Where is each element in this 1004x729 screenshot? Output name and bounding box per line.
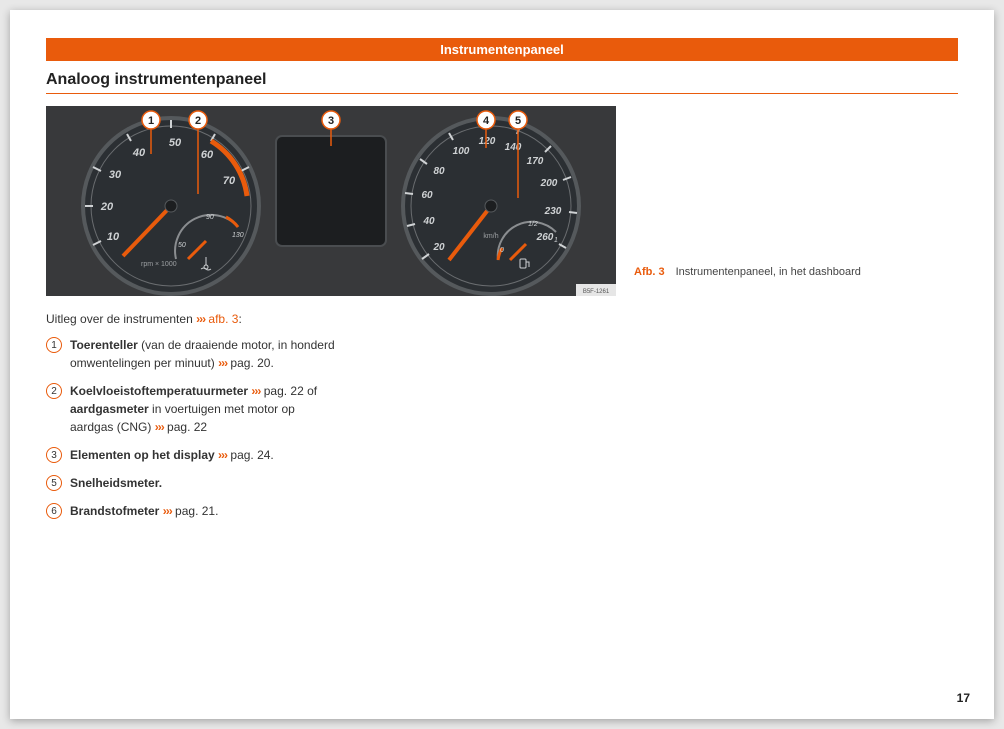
svg-text:70: 70 [223, 175, 236, 187]
figure-label: Afb. 3 [634, 266, 665, 278]
svg-text:20: 20 [100, 201, 114, 213]
page-number: 17 [957, 691, 970, 705]
svg-text:1: 1 [148, 115, 154, 127]
list-item: 5 Snelheidsmeter. [46, 474, 336, 492]
svg-text:4: 4 [483, 115, 490, 127]
svg-text:90: 90 [206, 214, 214, 221]
item-number-icon: 3 [46, 447, 62, 463]
section-title: Analoog instrumentenpaneel [46, 71, 958, 94]
figure-caption: Afb. 3 Instrumentenpaneel, in het dashbo… [616, 106, 958, 296]
svg-text:80: 80 [433, 166, 445, 177]
svg-text:260: 260 [536, 232, 554, 243]
svg-text:0: 0 [500, 247, 504, 254]
item-number-icon: 2 [46, 383, 62, 399]
svg-text:1/2: 1/2 [528, 221, 538, 228]
figure-code: B5F-1261 [583, 289, 610, 295]
svg-text:60: 60 [201, 149, 214, 161]
list-item: 1 Toerenteller (van de draaiende motor, … [46, 336, 336, 372]
svg-text:1: 1 [554, 237, 558, 244]
figure-row: 10 20 30 40 50 60 70 rpm × 1000 50 90 [46, 106, 958, 296]
manual-page: Instrumentenpaneel Analoog instrumentenp… [10, 10, 994, 719]
svg-text:40: 40 [422, 216, 435, 227]
svg-text:10: 10 [107, 231, 120, 243]
svg-text:60: 60 [421, 190, 433, 201]
item-number-icon: 6 [46, 503, 62, 519]
svg-text:200: 200 [540, 178, 558, 189]
svg-text:50: 50 [169, 137, 182, 149]
svg-text:170: 170 [527, 156, 544, 167]
svg-text:rpm × 1000: rpm × 1000 [141, 261, 177, 268]
svg-text:2: 2 [195, 115, 201, 127]
svg-text:20: 20 [432, 242, 445, 253]
svg-text:30: 30 [109, 169, 122, 181]
content-column: Uitleg over de instrumenten ››› afb. 3: … [46, 310, 336, 520]
svg-text:3: 3 [328, 115, 334, 127]
svg-text:120: 120 [479, 136, 496, 147]
list-item: 3 Elementen op het display ››› pag. 24. [46, 446, 336, 464]
intro-line: Uitleg over de instrumenten ››› afb. 3: [46, 310, 336, 328]
list-item: 6 Brandstofmeter ››› pag. 21. [46, 502, 336, 520]
item-number-icon: 5 [46, 475, 62, 491]
svg-text:230: 230 [544, 206, 562, 217]
item-number-icon: 1 [46, 337, 62, 353]
svg-text:5: 5 [515, 115, 521, 127]
svg-text:100: 100 [453, 146, 470, 157]
list-item: 2 Koelvloeistoftemperatuurmeter ››› pag.… [46, 382, 336, 436]
chapter-header: Instrumentenpaneel [46, 38, 958, 61]
figure-caption-text: Instrumentenpaneel, in het dashboard [676, 266, 861, 278]
svg-text:km/h: km/h [483, 233, 498, 240]
svg-text:50: 50 [178, 242, 186, 249]
svg-text:130: 130 [232, 232, 244, 239]
svg-text:140: 140 [505, 142, 522, 153]
instrument-panel-figure: 10 20 30 40 50 60 70 rpm × 1000 50 90 [46, 106, 616, 296]
svg-text:40: 40 [132, 147, 146, 159]
